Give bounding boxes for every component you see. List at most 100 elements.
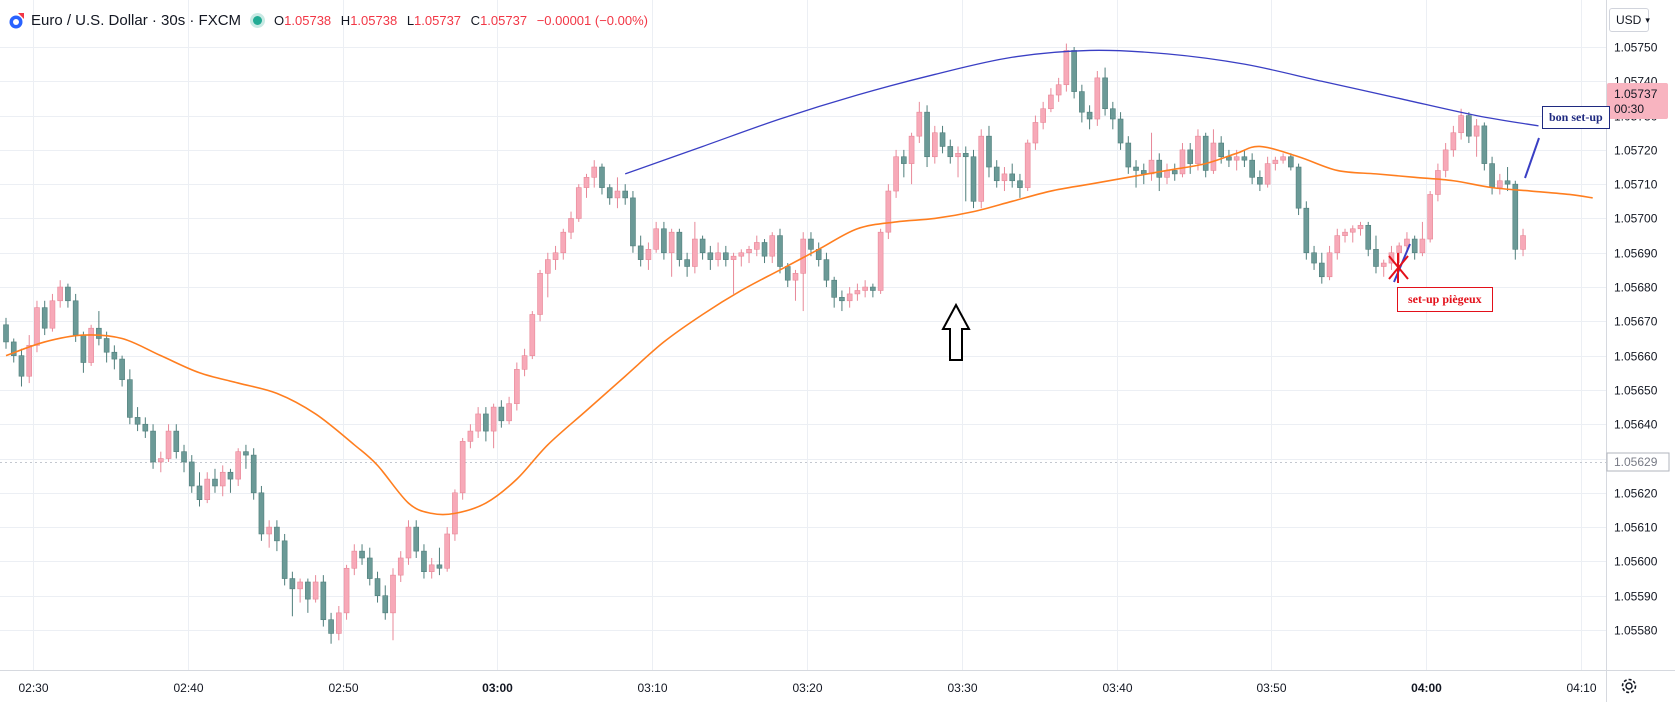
- symbol-title[interactable]: Euro / U.S. Dollar · 30s · FXCM: [31, 11, 242, 29]
- candle: [397, 551, 404, 582]
- last-price-value: 1.05737: [1614, 87, 1658, 101]
- candle: [792, 269, 799, 301]
- candle: [1264, 156, 1271, 188]
- candle: [908, 132, 915, 185]
- candle: [575, 184, 582, 222]
- candle: [1179, 143, 1186, 178]
- candle: [1257, 170, 1263, 192]
- settings-gear-icon[interactable]: [1621, 678, 1637, 694]
- price-tick-label: 1.05680: [1614, 281, 1658, 295]
- candle: [1295, 163, 1302, 216]
- candle: [196, 472, 203, 507]
- low-value: 1.05737: [414, 12, 462, 28]
- candles: [3, 43, 1526, 644]
- open-value: 1.05738: [284, 12, 332, 28]
- candle: [831, 276, 837, 308]
- candle: [490, 403, 497, 449]
- good-setup-text: bon set-up: [1549, 110, 1603, 124]
- candle: [65, 283, 71, 308]
- candle: [769, 232, 776, 264]
- candle: [808, 232, 814, 257]
- candle: [723, 245, 729, 267]
- candle: [1411, 235, 1418, 260]
- candle: [1040, 101, 1046, 130]
- candle: [1032, 115, 1039, 150]
- candle: [103, 331, 110, 363]
- candle: [428, 557, 435, 579]
- candle: [142, 417, 149, 438]
- candle: [1342, 228, 1348, 243]
- candle: [970, 149, 977, 209]
- close-label: C: [470, 12, 481, 28]
- candle: [862, 280, 868, 298]
- candle: [730, 252, 737, 294]
- price-tick-label: 1.05590: [1614, 590, 1658, 604]
- candle: [158, 451, 164, 473]
- candle: [1326, 245, 1333, 281]
- candle: [274, 520, 280, 552]
- candle: [1380, 259, 1387, 277]
- candle: [622, 184, 629, 205]
- candle: [707, 245, 714, 270]
- candle: [421, 544, 427, 579]
- candle: [1110, 101, 1116, 130]
- candle: [630, 191, 636, 253]
- price-axis-labels: 1.05580 1.05590 1.05600 1.05610 1.05620 1.056…: [1614, 41, 1658, 638]
- currency-button[interactable]: USD ▾: [1609, 8, 1650, 32]
- candle: [1055, 77, 1062, 102]
- candle: [885, 184, 892, 240]
- candle: [962, 146, 969, 202]
- candle: [506, 396, 512, 425]
- candle: [877, 228, 884, 294]
- candle: [88, 324, 94, 366]
- candle: [320, 575, 327, 627]
- candle: [583, 173, 590, 198]
- candle: [1125, 136, 1132, 174]
- time-tick-label: 03:40: [1102, 681, 1132, 695]
- candle: [96, 311, 102, 346]
- candle: [382, 585, 389, 620]
- candle: [978, 129, 985, 209]
- time-tick-label: 03:10: [637, 681, 667, 695]
- candle: [800, 232, 807, 312]
- candle: [645, 242, 652, 270]
- candle: [1450, 125, 1457, 157]
- candle: [715, 242, 721, 267]
- candle: [359, 544, 365, 565]
- candle: [839, 290, 845, 312]
- candle: [405, 520, 412, 565]
- candle: [746, 245, 752, 264]
- high-label: H: [340, 12, 351, 28]
- candle: [699, 235, 706, 260]
- chevron-down-icon: ▾: [1645, 14, 1650, 25]
- candle: [1171, 163, 1178, 181]
- candle: [777, 228, 783, 274]
- candle: [235, 448, 241, 486]
- candle: [599, 163, 605, 195]
- candle: [684, 252, 690, 277]
- price-tick-label: 1.05600: [1614, 555, 1658, 569]
- candle: [901, 149, 907, 178]
- candle: [1504, 167, 1511, 192]
- price-tick-label: 1.05660: [1614, 350, 1658, 364]
- candle: [1512, 180, 1519, 260]
- candle: [993, 160, 1000, 188]
- bar-countdown: 00:30: [1614, 102, 1644, 116]
- candle: [243, 444, 249, 469]
- candle: [1048, 88, 1054, 113]
- candle: [1481, 122, 1488, 171]
- candle: [1086, 105, 1093, 130]
- open-label: O: [274, 12, 285, 28]
- trap-setup-label: set-up piègeux: [1397, 287, 1493, 312]
- candle: [1249, 153, 1255, 185]
- candle: [947, 139, 954, 164]
- candle: [870, 283, 876, 298]
- candle: [219, 465, 226, 497]
- candle: [653, 221, 659, 253]
- candle: [436, 547, 443, 576]
- candle: [753, 235, 760, 257]
- candle: [916, 101, 923, 144]
- candle: [529, 311, 536, 360]
- candle: [955, 146, 961, 178]
